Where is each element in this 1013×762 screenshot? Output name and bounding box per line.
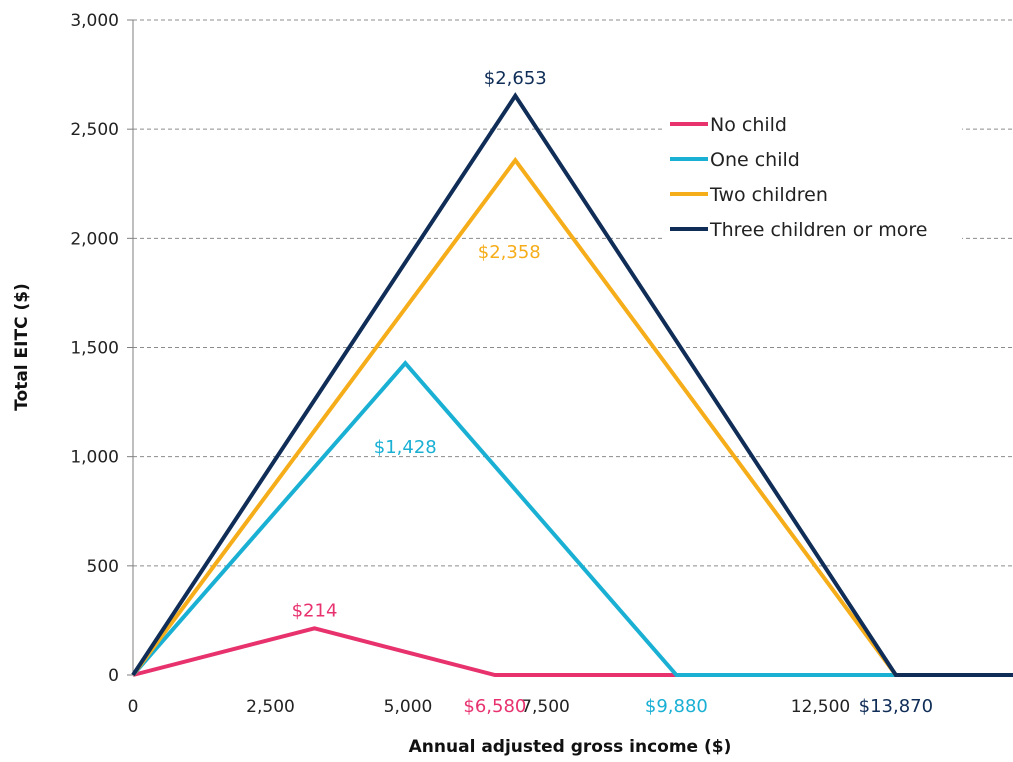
data-label: $1,428 [374,437,437,458]
y-tick-label: 500 [87,557,119,577]
y-tick-label: 0 [108,666,119,686]
legend-background [662,103,962,247]
x-tick-label: 5,000 [384,697,433,717]
data-label: $9,880 [645,696,708,717]
grid-lines [133,19,1013,567]
y-tick-label: 3,000 [70,11,119,31]
legend-label: Two children [709,184,828,206]
x-tick-label: 12,500 [791,697,850,717]
series-line-2 [131,360,1013,677]
y-tick-label: 1,500 [70,339,119,359]
data-label: $214 [292,600,338,621]
y-tick-label: 2,500 [70,120,119,140]
data-label: $6,580 [463,696,526,717]
series-line-4 [131,92,1013,677]
x-tick-label: 2,500 [246,697,295,717]
data-labels: $2,653 $2,358 $1,428 $214 $6,580 $9,880 $13,87… [292,68,933,717]
legend: No child One child Two children Three child… [662,103,962,247]
axes: 0 500 1,000 1,500 2,000 2,500 3,000 0 2,500 5,000… [70,11,850,717]
x-axis-title: Annual adjusted gross income ($) [409,737,732,757]
series-lines [131,92,1013,677]
x-tick-label: 0 [128,697,139,717]
y-tick-label: 1,000 [70,448,119,468]
data-label: $2,653 [484,68,547,89]
data-label: $2,358 [478,242,541,263]
y-tick-label: 2,000 [70,229,119,249]
legend-label: Three children or more [709,219,927,241]
data-label: $13,870 [859,696,933,717]
y-axis-title: Total EITC ($) [12,283,32,411]
legend-label: One child [710,149,800,171]
x-tick-label: 7,500 [521,697,570,717]
legend-label: No child [710,114,787,136]
